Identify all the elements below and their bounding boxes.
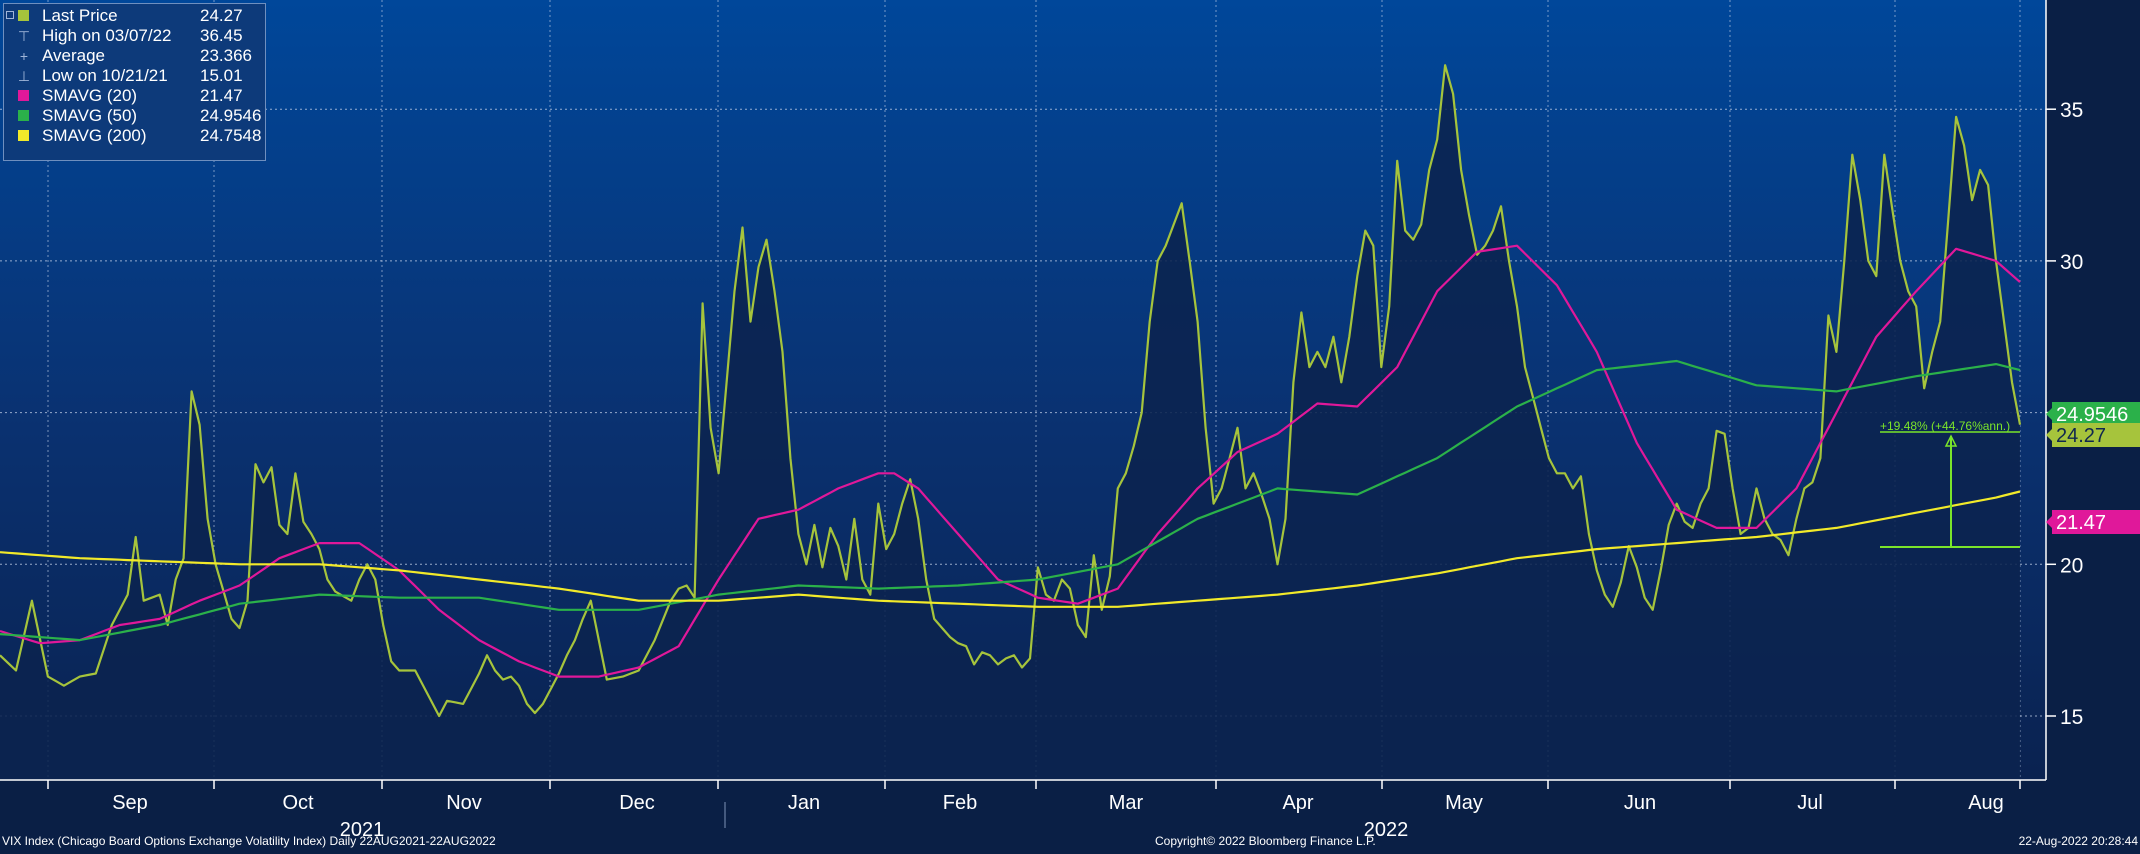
- square-icon: [18, 110, 29, 121]
- legend-item-smavg-50[interactable]: SMAVG (50) 24.9546: [10, 106, 262, 126]
- x-tick-label: Apr: [1282, 792, 1313, 814]
- last-price-area: [0, 65, 2020, 780]
- price-tag-label: 24.9546: [2056, 404, 2128, 426]
- legend-label: SMAVG (200): [42, 126, 147, 145]
- average-marker-icon: +: [19, 48, 29, 64]
- square-icon: [18, 10, 29, 21]
- square-icon: [18, 130, 29, 141]
- legend-item-high[interactable]: ⊤ High on 03/07/22 36.45: [10, 26, 262, 46]
- legend-box: Last Price 24.27 ⊤ High on 03/07/22 36.4…: [3, 3, 266, 161]
- legend-item-last-price[interactable]: Last Price 24.27: [10, 6, 262, 26]
- legend-label: SMAVG (20): [42, 86, 138, 105]
- x-tick-label: Oct: [282, 792, 314, 814]
- legend-value: 15.01: [200, 66, 243, 85]
- legend-label: Low on 10/21/21: [42, 66, 168, 85]
- price-tag-box: [2052, 423, 2140, 447]
- legend-label: High on 03/07/22: [42, 26, 172, 45]
- legend-value: 24.7548: [200, 126, 262, 145]
- x-tick-label: Jan: [788, 792, 820, 814]
- price-tag-box: [2052, 402, 2140, 426]
- price-tag-label: 24.27: [2056, 425, 2106, 447]
- annotation-layer: +19.48% (+44.76%ann.): [1880, 419, 2020, 548]
- legend-item-average[interactable]: + Average 23.366: [10, 46, 262, 66]
- footer-timestamp: 22-Aug-2022 20:28:44: [2019, 834, 2139, 848]
- price-tag: 24.9546: [2046, 402, 2140, 426]
- legend-item-smavg-20[interactable]: SMAVG (20) 21.47: [10, 86, 262, 106]
- year-label: 2022: [1364, 819, 1409, 841]
- square-icon: [18, 90, 29, 101]
- footer-copyright: Copyright© 2022 Bloomberg Finance L.P.: [1155, 834, 1376, 848]
- series-line-last-price: [0, 64, 2022, 718]
- price-tag-pointer: [2046, 428, 2053, 442]
- series-line-smavg-50: [0, 359, 2021, 642]
- x-tick-label: Feb: [943, 792, 977, 814]
- y-tick-label: 35: [2060, 99, 2083, 122]
- legend-value: 36.45: [200, 26, 243, 45]
- x-tick-label: Aug: [1968, 792, 2004, 814]
- price-tag-pointer: [2046, 515, 2053, 529]
- legend-label: Last Price: [42, 6, 118, 25]
- series-line-smavg-20: [0, 244, 2021, 678]
- year-label: 2021: [340, 819, 385, 841]
- x-tick-label: Dec: [619, 792, 655, 814]
- x-tick-label: Mar: [1109, 792, 1144, 814]
- legend-value: 24.9546: [200, 106, 262, 125]
- x-tick-label: Sep: [112, 792, 148, 814]
- collapse-icon[interactable]: [6, 11, 14, 19]
- x-tick-label: Nov: [446, 792, 482, 814]
- annotation-label: +19.48% (+44.76%ann.): [1880, 419, 2010, 433]
- series-line-smavg-200: [0, 490, 2021, 608]
- y-tick-label: 30: [2060, 251, 2083, 274]
- legend-item-low[interactable]: ⊥ Low on 10/21/21 15.01: [10, 66, 262, 86]
- y-tick-label: 20: [2060, 554, 2083, 577]
- low-marker-icon: ⊥: [17, 68, 31, 84]
- x-tick-label: Jul: [1797, 792, 1823, 814]
- legend-value: 24.27: [200, 6, 243, 25]
- y-tick-label: 15: [2060, 706, 2083, 729]
- legend-label: SMAVG (50): [42, 106, 138, 125]
- price-tag-pointer: [2046, 407, 2053, 421]
- x-tick-label: Jun: [1624, 792, 1656, 814]
- price-tag: 24.27: [2046, 423, 2140, 447]
- x-tick-label: May: [1445, 792, 1483, 814]
- footer-description: VIX Index (Chicago Board Options Exchang…: [2, 834, 496, 848]
- series-layer: [0, 64, 2022, 780]
- arrow-up-icon: [1944, 434, 1958, 447]
- legend-item-smavg-200[interactable]: SMAVG (200) 24.7548: [10, 126, 262, 146]
- price-tag-label: 21.47: [2056, 512, 2106, 534]
- legend-value: 23.366: [200, 46, 252, 65]
- legend-value: 21.47: [200, 86, 243, 105]
- high-marker-icon: ⊤: [17, 28, 31, 44]
- legend-label: Average: [42, 46, 106, 65]
- price-tag: 21.47: [2046, 510, 2140, 534]
- price-tag-box: [2052, 510, 2140, 534]
- x-axis-band: [0, 780, 2140, 849]
